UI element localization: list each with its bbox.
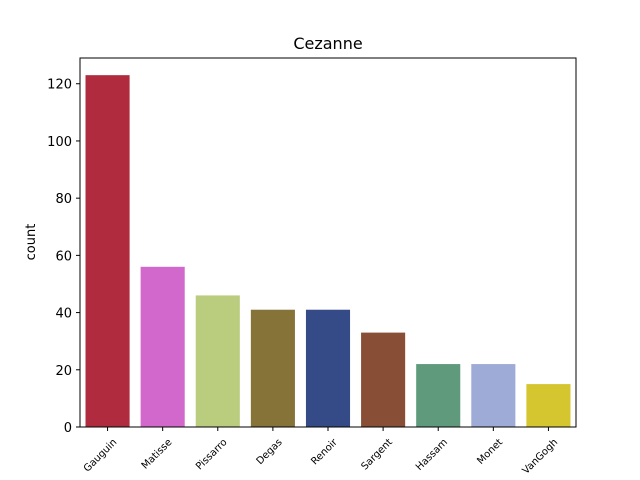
y-tick-label: 40 <box>55 307 72 322</box>
bar-degas <box>250 309 295 427</box>
x-tick-label: Monet <box>475 437 505 467</box>
x-tick-label: VanGogh <box>521 437 561 477</box>
y-tick-label: 80 <box>55 192 72 207</box>
bar-sargent <box>361 332 406 427</box>
x-tick-label: Matisse <box>140 437 175 472</box>
y-tick-label: 20 <box>55 364 72 379</box>
bar-monet <box>471 364 516 427</box>
y-tick-label: 120 <box>47 78 72 93</box>
bar-pissarro <box>195 295 240 427</box>
bar-hassam <box>416 364 461 427</box>
x-tick-label: Pissarro <box>194 437 229 472</box>
bar-matisse <box>140 266 185 427</box>
x-tick-label: Renoir <box>309 436 340 467</box>
y-tick-label: 0 <box>64 421 72 436</box>
x-tick-label: Sargent <box>359 437 395 473</box>
x-tick-label: Gauguin <box>82 437 119 474</box>
plot-frame <box>79 57 577 428</box>
y-axis-title: count <box>24 224 39 261</box>
x-tick-label: Hassam <box>414 437 450 473</box>
y-tick-label: 100 <box>47 135 72 150</box>
bars-group <box>85 75 571 428</box>
y-axis-ticks: 0 20 40 60 80 100 120 <box>47 78 80 436</box>
chart-title: Cezanne <box>293 34 362 53</box>
bar-vangogh <box>526 384 571 427</box>
bar-gauguin <box>85 75 130 428</box>
y-tick-label: 60 <box>55 249 72 264</box>
bar-renoir <box>305 309 351 427</box>
x-tick-label: Degas <box>255 437 285 467</box>
x-axis-ticks: Gauguin Matisse Pissarro Degas Renoir Sargent… <box>82 427 560 477</box>
